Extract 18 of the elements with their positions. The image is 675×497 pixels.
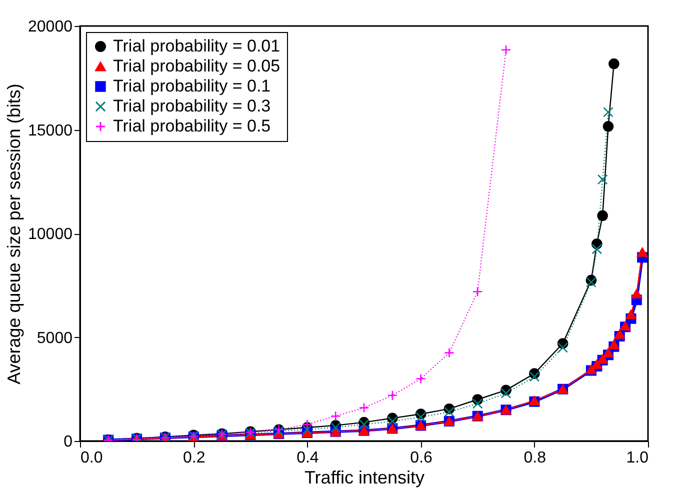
x-tick-label: 1.0 bbox=[626, 450, 649, 466]
x-tick-label: 0.8 bbox=[524, 450, 546, 466]
legend-label: Trial probability = 0.05 bbox=[113, 56, 280, 76]
x-tick-label: 0.4 bbox=[296, 450, 319, 466]
legend-label: Trial probability = 0.3 bbox=[113, 96, 271, 116]
x-tick-label: 0.6 bbox=[410, 450, 433, 466]
y-tick-label: 15000 bbox=[28, 122, 73, 140]
legend-label: Trial probability = 0.1 bbox=[113, 76, 271, 96]
x-tick-label: 0.0 bbox=[80, 450, 103, 466]
x-axis-title: Traffic intensity bbox=[304, 468, 425, 488]
x-tick-label: 0.2 bbox=[182, 450, 206, 466]
y-tick-label: 5000 bbox=[36, 330, 73, 347]
legend-label: Trial probability = 0.5 bbox=[113, 116, 271, 136]
legend-label: Trial probability = 0.01 bbox=[113, 36, 280, 56]
y-tick-label: 10000 bbox=[28, 226, 73, 243]
y-tick-label: 0 bbox=[64, 434, 73, 450]
y-axis-title: Average queue size per session (bits) bbox=[4, 84, 24, 384]
y-tick-label: 20000 bbox=[28, 18, 73, 36]
